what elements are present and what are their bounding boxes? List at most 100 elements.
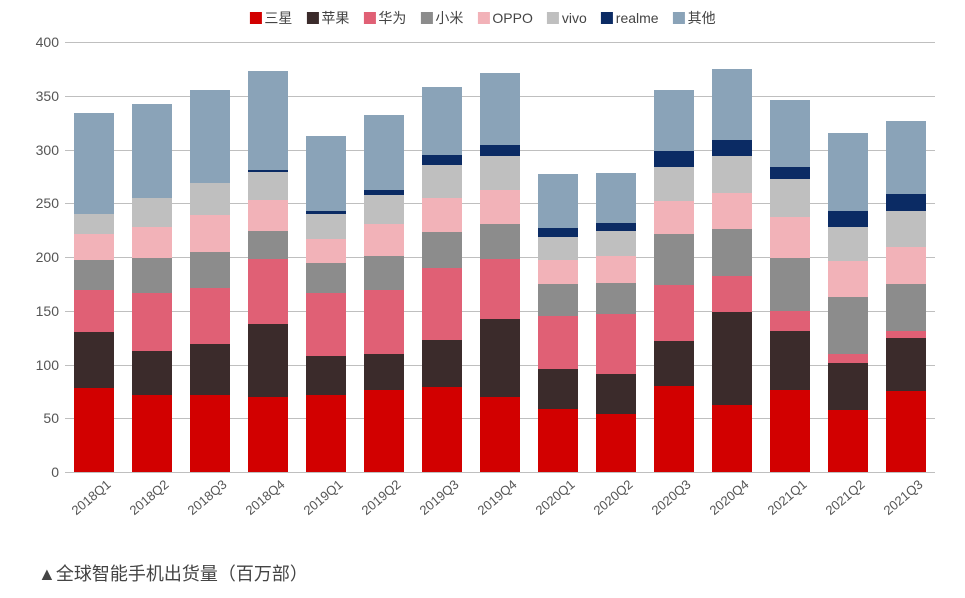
legend-swatch-vivo: [547, 12, 559, 24]
segment-xiaomi: [770, 258, 810, 311]
x-tick-label: 2020Q1: [533, 477, 578, 518]
segment-vivo: [886, 211, 926, 248]
segment-oppo: [770, 217, 810, 258]
legend-label-apple: 苹果: [321, 8, 349, 28]
segment-huawei: [538, 316, 578, 369]
segment-oppo: [538, 260, 578, 284]
segment-vivo: [132, 198, 172, 227]
caption-text: 全球智能手机出货量（百万部）: [56, 564, 308, 584]
x-tick-label: 2020Q2: [591, 477, 636, 518]
bars-group: 2018Q12018Q22018Q32018Q42019Q12019Q22019…: [65, 42, 935, 472]
segment-apple: [538, 369, 578, 409]
segment-oppo: [248, 200, 288, 231]
segment-others: [480, 73, 520, 145]
bar-2020Q2: 2020Q2: [596, 173, 636, 472]
segment-apple: [654, 341, 694, 386]
x-tick-label: 2020Q3: [649, 477, 694, 518]
segment-huawei: [132, 293, 172, 351]
x-tick-label: 2018Q3: [185, 477, 230, 518]
segment-apple: [886, 338, 926, 392]
segment-oppo: [886, 247, 926, 284]
segment-realme: [480, 145, 520, 156]
x-tick-label: 2019Q4: [475, 477, 520, 518]
segment-huawei: [364, 290, 404, 353]
segment-huawei: [422, 268, 462, 340]
segment-huawei: [828, 354, 868, 364]
segment-realme: [770, 167, 810, 179]
segment-samsung: [770, 390, 810, 472]
segment-vivo: [538, 237, 578, 261]
segment-vivo: [654, 167, 694, 201]
x-tick-label: 2019Q2: [359, 477, 404, 518]
bar-2021Q3: 2021Q3: [886, 121, 926, 472]
x-tick-label: 2019Q1: [301, 477, 346, 518]
legend-swatch-realme: [601, 12, 613, 24]
segment-oppo: [596, 256, 636, 283]
legend-item-others: 其他: [673, 8, 716, 28]
segment-apple: [132, 351, 172, 395]
segment-samsung: [480, 397, 520, 472]
segment-vivo: [422, 165, 462, 198]
segment-xiaomi: [306, 263, 346, 292]
segment-xiaomi: [596, 283, 636, 314]
legend-label-samsung: 三星: [264, 8, 292, 28]
legend-item-vivo: vivo: [547, 8, 587, 28]
legend-label-realme: realme: [616, 10, 659, 26]
segment-samsung: [886, 391, 926, 472]
segment-samsung: [132, 395, 172, 472]
y-tick-label: 0: [51, 464, 59, 480]
legend-swatch-apple: [306, 12, 318, 24]
segment-vivo: [74, 214, 114, 234]
segment-others: [74, 113, 114, 214]
segment-others: [596, 173, 636, 222]
legend-item-oppo: OPPO: [477, 8, 532, 28]
segment-apple: [248, 324, 288, 397]
y-tick-label: 350: [36, 88, 59, 104]
segment-oppo: [828, 261, 868, 296]
segment-huawei: [190, 288, 230, 344]
segment-apple: [828, 363, 868, 409]
segment-others: [190, 90, 230, 182]
bar-2018Q3: 2018Q3: [190, 90, 230, 472]
y-tick-label: 150: [36, 303, 59, 319]
segment-realme: [828, 211, 868, 227]
segment-samsung: [654, 386, 694, 472]
bar-2020Q4: 2020Q4: [712, 69, 752, 472]
segment-xiaomi: [828, 297, 868, 354]
segment-vivo: [248, 172, 288, 200]
legend-label-huawei: 华为: [378, 8, 406, 28]
x-tick-label: 2018Q1: [69, 477, 114, 518]
x-tick-label: 2021Q2: [823, 477, 868, 518]
bar-2020Q1: 2020Q1: [538, 174, 578, 472]
segment-apple: [306, 356, 346, 395]
segment-xiaomi: [480, 224, 520, 259]
caption-marker: ▲: [38, 564, 56, 584]
legend-item-huawei: 华为: [363, 8, 406, 28]
segment-others: [306, 136, 346, 211]
segment-vivo: [306, 214, 346, 239]
segment-xiaomi: [190, 252, 230, 289]
x-tick-label: 2020Q4: [707, 477, 752, 518]
segment-others: [538, 174, 578, 228]
segment-xiaomi: [74, 260, 114, 290]
segment-others: [248, 71, 288, 170]
x-tick-label: 2021Q1: [765, 477, 810, 518]
segment-huawei: [654, 285, 694, 341]
segment-samsung: [828, 410, 868, 472]
legend: 三星 苹果 华为 小米 OPPO vivo realme 其他: [249, 8, 715, 28]
bar-2018Q1: 2018Q1: [74, 113, 114, 472]
segment-apple: [596, 374, 636, 414]
segment-others: [770, 100, 810, 167]
segment-xiaomi: [248, 231, 288, 259]
segment-xiaomi: [886, 284, 926, 331]
segment-huawei: [596, 314, 636, 374]
y-tick-label: 300: [36, 142, 59, 158]
segment-others: [654, 90, 694, 150]
segment-huawei: [306, 293, 346, 356]
legend-label-xiaomi: 小米: [435, 8, 463, 28]
segment-oppo: [190, 215, 230, 252]
segment-vivo: [770, 179, 810, 218]
segment-oppo: [132, 227, 172, 258]
segment-realme: [596, 223, 636, 232]
legend-label-others: 其他: [688, 8, 716, 28]
